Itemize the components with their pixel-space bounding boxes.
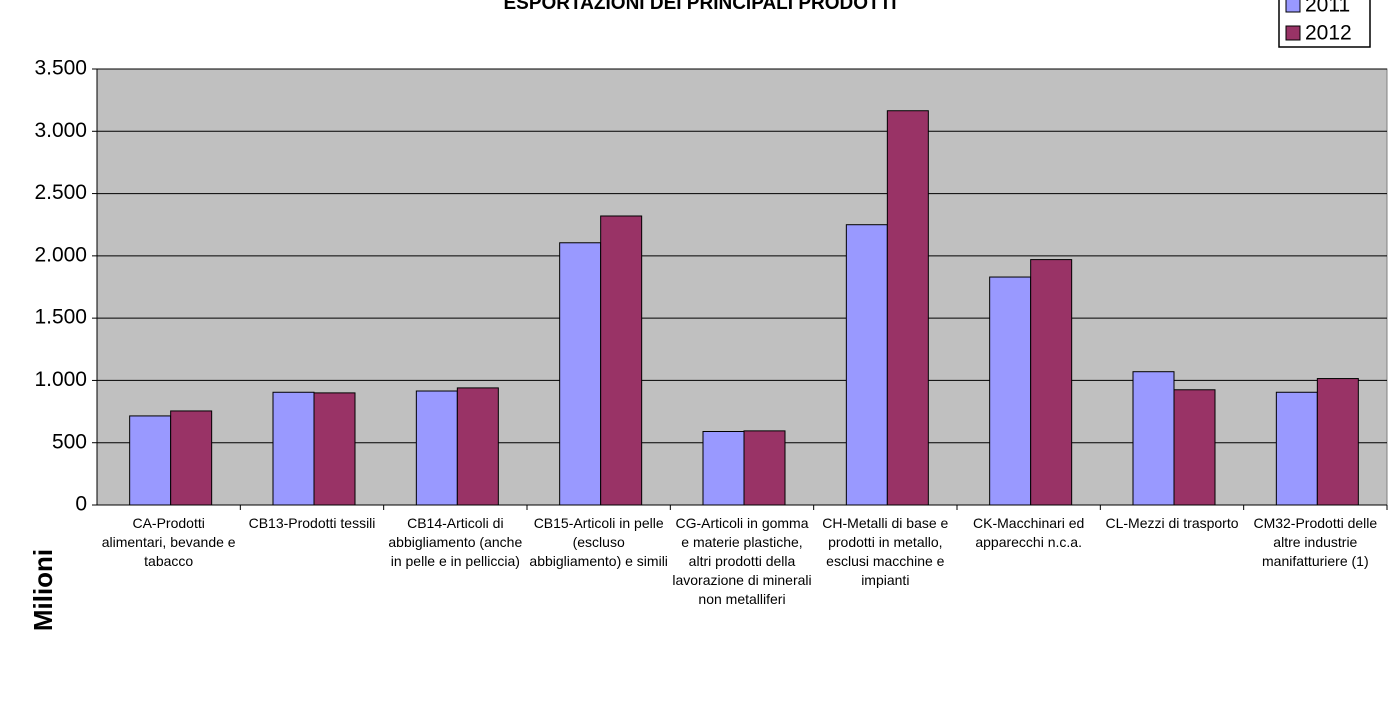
x-tick-label: CL-Mezzi di trasporto (1105, 515, 1239, 531)
bar (845, 224, 888, 506)
bar (743, 430, 786, 506)
bar (559, 242, 602, 506)
bar (170, 410, 213, 506)
bar (1030, 259, 1073, 506)
bar (1173, 389, 1216, 506)
bar (886, 110, 929, 506)
bar (989, 276, 1032, 506)
x-tick-label: CH-Metalli di base e prodotti in metallo… (822, 515, 949, 588)
bar (272, 391, 315, 506)
bar (600, 215, 643, 506)
x-tick-label: CB15-Articoli in pelle (escluso abbiglia… (529, 515, 668, 569)
legend-label: 2012 (1305, 22, 1352, 45)
y-tick-label: 1.500 (34, 306, 87, 329)
legend-swatch (1285, 25, 1301, 41)
y-tick-label: 3.000 (34, 119, 87, 142)
y-tick-label: 3.500 (34, 57, 87, 80)
legend-swatch (1285, 0, 1301, 13)
chart-title: ESPORTAZIONI DEI PRINCIPALI PRODOTTI (503, 0, 896, 14)
x-tick-label: CG-Articoli in gomma e materie plastiche… (672, 515, 812, 607)
y-tick-label: 0 (75, 493, 87, 516)
bar (415, 390, 458, 506)
y-tick-label: 500 (52, 430, 87, 453)
x-tick-label: CK-Macchinari ed apparecchi n.c.a. (973, 515, 1085, 550)
x-tick-label: CM32-Prodotti delle altre industrie mani… (1253, 515, 1378, 569)
bar (1316, 378, 1359, 506)
bar (702, 431, 745, 506)
y-tick-label: 2.500 (34, 181, 87, 204)
bar (313, 392, 356, 506)
bar (129, 415, 172, 506)
y-axis-label: Milioni (28, 549, 58, 631)
x-tick-label: CA-Prodotti alimentari, bevande e tabacc… (101, 515, 236, 569)
legend-label: 2011 (1305, 0, 1350, 17)
bar (1132, 371, 1175, 506)
y-tick-label: 1.000 (34, 368, 87, 391)
x-tick-label: CB14-Articoli di abbigliamento (anche in… (388, 515, 523, 569)
bar (1275, 391, 1318, 506)
x-tick-label: CB13-Prodotti tessili (248, 515, 376, 531)
bar (456, 387, 499, 506)
y-tick-label: 2.000 (34, 243, 87, 266)
